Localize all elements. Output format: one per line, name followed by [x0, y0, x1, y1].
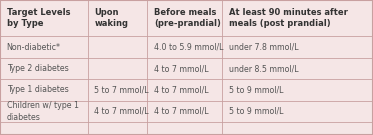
Text: Type 1 diabetes: Type 1 diabetes [7, 85, 69, 94]
Text: Non-diabetic*: Non-diabetic* [7, 43, 61, 52]
Text: Target Levels
by Type: Target Levels by Type [7, 8, 70, 28]
Text: 5 to 9 mmol/L: 5 to 9 mmol/L [229, 85, 283, 94]
Text: 4 to 7 mmol/L: 4 to 7 mmol/L [154, 107, 209, 116]
Text: 4 to 7 mmol/L: 4 to 7 mmol/L [154, 85, 209, 94]
Text: 4.0 to 5.9 mmol/L: 4.0 to 5.9 mmol/L [154, 43, 223, 52]
Text: 5 to 9 mmol/L: 5 to 9 mmol/L [229, 107, 283, 116]
Text: 4 to 7 mmol/L: 4 to 7 mmol/L [94, 107, 149, 116]
Text: At least 90 minutes after
meals (post prandial): At least 90 minutes after meals (post pr… [229, 8, 348, 28]
Text: 5 to 7 mmol/L: 5 to 7 mmol/L [94, 85, 149, 94]
Text: under 8.5 mmol/L: under 8.5 mmol/L [229, 64, 298, 73]
Text: Children w/ type 1
diabetes: Children w/ type 1 diabetes [7, 101, 79, 122]
Text: 4 to 7 mmol/L: 4 to 7 mmol/L [154, 64, 209, 73]
Text: Type 2 diabetes: Type 2 diabetes [7, 64, 69, 73]
Text: under 7.8 mmol/L: under 7.8 mmol/L [229, 43, 298, 52]
Text: Before meals
(pre-prandial): Before meals (pre-prandial) [154, 8, 221, 28]
Text: Upon
waking: Upon waking [94, 8, 128, 28]
